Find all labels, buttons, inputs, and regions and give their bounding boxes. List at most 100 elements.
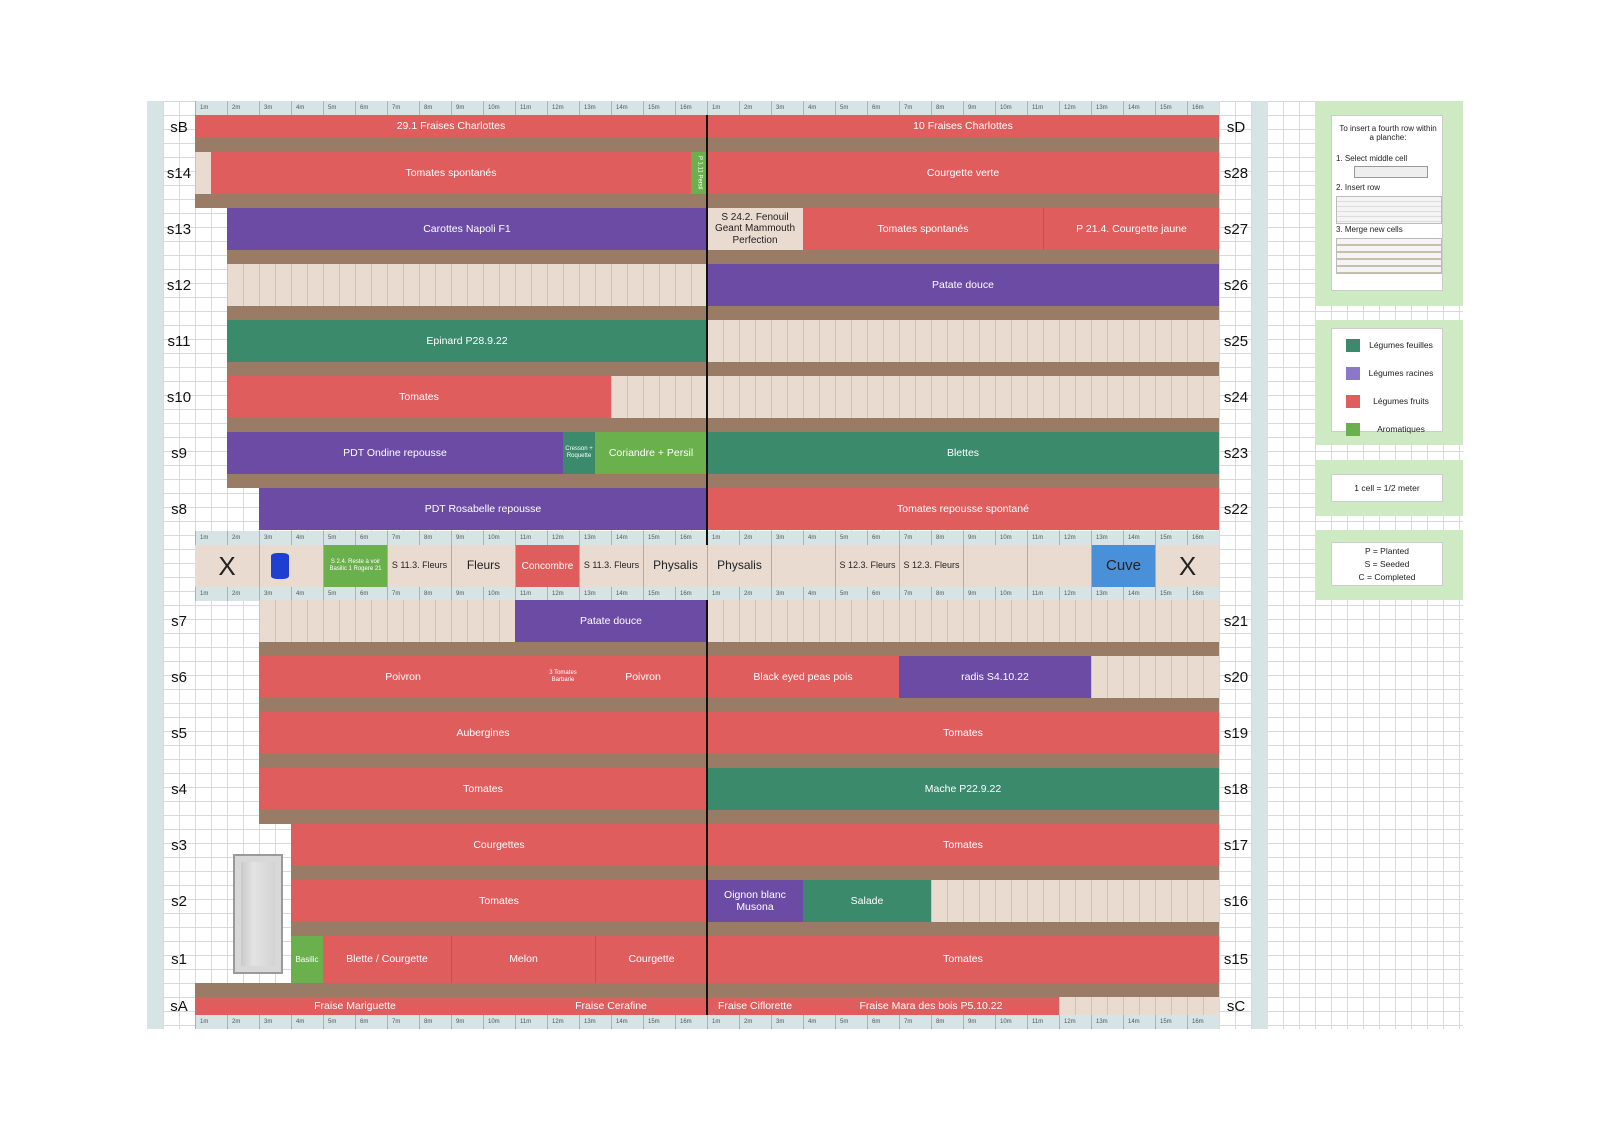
legend-label-racines: Légumes racines xyxy=(1368,368,1434,378)
bed-sA-cerafine[interactable]: Fraise Cerafine xyxy=(515,997,707,1015)
bed-s16-empty[interactable] xyxy=(931,880,1219,922)
ruler-tick: 12m xyxy=(1059,587,1091,601)
label-s5: s5 xyxy=(171,724,187,742)
bed-s1-courgette[interactable]: Courgette xyxy=(595,936,707,983)
bed-s9-pdt[interactable]: PDT Ondine repousse xyxy=(227,432,563,474)
instructions-panel: To insert a fourth row within a planche:… xyxy=(1331,115,1443,291)
bed-s24[interactable] xyxy=(707,376,1219,418)
middle-fleurs-3[interactable]: S 12.3. Fleurs xyxy=(835,545,899,587)
middle-blue-barrel[interactable] xyxy=(259,545,323,587)
middle-fleurs-1[interactable]: S 11.3. Fleurs xyxy=(387,545,451,587)
middle-empty-2[interactable] xyxy=(963,545,1027,587)
ruler-tick: 4m xyxy=(291,587,323,601)
ruler-tick: 2m xyxy=(227,587,259,601)
bed-s8[interactable]: PDT Rosabelle repousse xyxy=(259,488,707,530)
bed-s2[interactable]: Tomates xyxy=(291,880,707,922)
ruler-tick: 5m xyxy=(323,531,355,545)
bed-s14[interactable]: Tomates spontanés xyxy=(211,152,691,194)
bed-s9-coriandre[interactable]: Coriandre + Persil xyxy=(595,432,707,474)
bed-s10[interactable]: Tomates xyxy=(227,376,611,418)
bed-s16-oignon[interactable]: Oignon blanc Musona xyxy=(707,880,803,922)
ruler-tick: 7m xyxy=(387,531,419,545)
middle-fleurs-4[interactable]: S 12.3. Fleurs xyxy=(899,545,963,587)
bed-s20-empty[interactable] xyxy=(1091,656,1219,698)
bed-s19[interactable]: Tomates xyxy=(707,712,1219,754)
ruler-tick: 1m xyxy=(195,101,227,115)
bed-s28[interactable]: Courgette verte xyxy=(707,152,1219,194)
middle-concombre[interactable]: Concombre xyxy=(515,545,579,587)
middle-physalis-2[interactable]: Physalis xyxy=(707,545,771,587)
bed-s15[interactable]: Tomates xyxy=(707,936,1219,983)
bed-s25[interactable] xyxy=(707,320,1219,362)
middle-cuve[interactable]: Cuve xyxy=(1091,545,1155,587)
bed-s1-basilic[interactable]: Basilic xyxy=(291,936,323,983)
bed-s27-courgette[interactable]: P 21.4. Courgette jaune xyxy=(1043,208,1219,250)
ruler-tick: 13m xyxy=(579,587,611,601)
ruler-tick: 11m xyxy=(1027,587,1059,601)
middle-empty-3[interactable] xyxy=(1027,545,1091,587)
bed-s14-empty[interactable] xyxy=(195,152,211,194)
bed-sD[interactable]: 10 Fraises Charlottes xyxy=(707,115,1219,138)
bed-s18[interactable]: Mache P22.9.22 xyxy=(707,768,1219,810)
bed-s14-persil[interactable]: P 1.11 Persil xyxy=(691,152,707,194)
middle-basilic[interactable]: S 2.4. Reste à voir Basilic 1 Rogere 21 xyxy=(323,545,387,587)
ruler-tick: 14m xyxy=(1123,531,1155,545)
bed-s5[interactable]: Aubergines xyxy=(259,712,707,754)
bed-s11[interactable]: Epinard P28.9.22 xyxy=(227,320,707,362)
ruler-tick: 4m xyxy=(803,101,835,115)
middle-physalis-1[interactable]: Physalis xyxy=(643,545,707,587)
bed-s21[interactable] xyxy=(707,600,1219,642)
ruler-tick: 14m xyxy=(1123,1015,1155,1029)
bed-s17[interactable]: Tomates xyxy=(707,824,1219,866)
ruler-tick: 3m xyxy=(259,1015,291,1029)
ruler-tick: 11m xyxy=(1027,1015,1059,1029)
bed-s12[interactable] xyxy=(227,264,707,306)
bed-s7[interactable]: Patate douce xyxy=(515,600,707,642)
middle-fleurs-2[interactable]: S 11.3. Fleurs xyxy=(579,545,643,587)
ruler-tick: 6m xyxy=(867,587,899,601)
ruler-tick: 9m xyxy=(451,1015,483,1029)
instructions-step-2: 2. Insert row xyxy=(1336,183,1381,192)
bed-s9-cresson[interactable]: Cresson + Roquette xyxy=(563,432,595,474)
bed-sA-mariguette[interactable]: Fraise Mariguette xyxy=(195,997,515,1015)
middle-empty-1[interactable] xyxy=(771,545,835,587)
bed-s7-empty[interactable] xyxy=(259,600,515,642)
bed-s20-peas[interactable]: Black eyed peas pois xyxy=(707,656,899,698)
ruler-tick: 15m xyxy=(1155,101,1187,115)
legend-swatch-feuilles xyxy=(1346,338,1360,352)
label-s22: s22 xyxy=(1223,500,1249,518)
bed-s4[interactable]: Tomates xyxy=(259,768,707,810)
bed-sC-ciflorette[interactable]: Fraise Ciflorette xyxy=(707,997,803,1015)
bed-s3[interactable]: Courgettes xyxy=(291,824,707,866)
bed-sB[interactable]: 29.1 Fraises Charlottes xyxy=(195,115,707,138)
bed-s6-poivron-1[interactable]: Poivron xyxy=(259,656,547,698)
bed-s22[interactable]: Tomates repousse spontané xyxy=(707,488,1219,530)
bed-s6-poivron-2[interactable]: Poivron xyxy=(579,656,707,698)
scale-note: 1 cell = 1/2 meter xyxy=(1354,483,1420,493)
bed-s1-blette[interactable]: Blette / Courgette xyxy=(323,936,451,983)
bed-s26[interactable]: Patate douce xyxy=(707,264,1219,306)
label-s4: s4 xyxy=(171,780,187,798)
bed-s23[interactable]: Blettes xyxy=(707,432,1219,474)
bed-s10-empty[interactable] xyxy=(611,376,707,418)
label-sC: sC xyxy=(1226,997,1246,1015)
ruler-mid2-right: 1m 2m 3m 4m 5m 6m 7m 8m 9m 10m 11m 12m 13m 14m 15m 16m xyxy=(707,587,1219,601)
middle-x-left[interactable]: X xyxy=(195,545,259,587)
bed-s27-fenouil[interactable]: S 24.2. Fenouil Geant Mammouth Perfectio… xyxy=(707,208,803,250)
bed-sC-mara[interactable]: Fraise Mara des bois P5.10.22 xyxy=(803,997,1059,1015)
bed-s16-salade[interactable]: Salade xyxy=(803,880,931,922)
bed-sC-empty[interactable] xyxy=(1059,997,1219,1015)
label-s16: s16 xyxy=(1223,892,1249,910)
code-seeded: S = Seeded xyxy=(1364,559,1410,569)
ruler-tick: 15m xyxy=(1155,1015,1187,1029)
middle-fleurs[interactable]: Fleurs xyxy=(451,545,515,587)
bed-s20-radis[interactable]: radis S4.10.22 xyxy=(899,656,1091,698)
path-divider xyxy=(291,866,1219,880)
middle-x-right[interactable]: X xyxy=(1155,545,1219,587)
bed-s1-melon[interactable]: Melon xyxy=(451,936,595,983)
ruler-tick: 1m xyxy=(707,531,739,545)
bed-s6-tomates[interactable]: 3 Tomates Barbarie xyxy=(547,656,579,698)
bed-s27-tomates[interactable]: Tomates spontanés xyxy=(803,208,1043,250)
ruler-tick: 3m xyxy=(259,101,291,115)
bed-s13[interactable]: Carottes Napoli F1 xyxy=(227,208,707,250)
